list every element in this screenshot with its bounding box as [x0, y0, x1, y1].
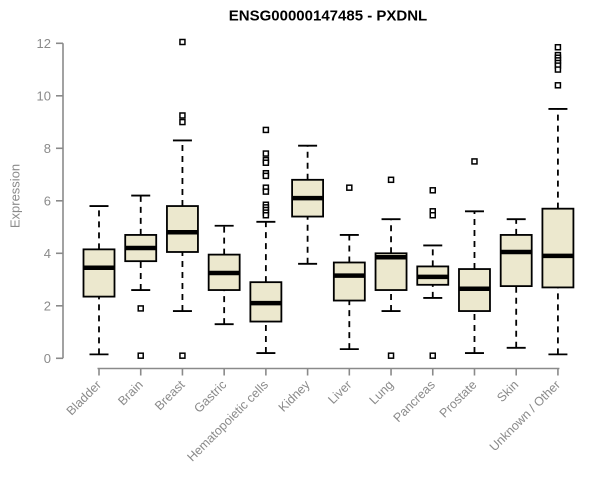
y-tick-label: 12: [37, 36, 51, 51]
x-tick-label: Kidney: [276, 377, 313, 414]
y-tick-label: 6: [44, 193, 51, 208]
outlier-point: [262, 150, 270, 157]
outlier-point: [387, 176, 395, 184]
iqr-box: [499, 234, 533, 288]
outlier-point: [429, 352, 437, 359]
outlier-point: [471, 158, 478, 165]
boxplot-brain: [124, 194, 158, 359]
boxplot-hematopoietic-cells: [249, 126, 283, 354]
boxplot-bladder: [82, 205, 116, 356]
outlier-point: [179, 38, 186, 46]
outlier-point: [262, 159, 270, 166]
boxplot-gastric: [207, 224, 241, 326]
boxplot-liver: [332, 184, 366, 351]
x-tick-label: Pancreas: [391, 378, 438, 425]
boxplot-breast: [166, 38, 199, 359]
outlier-point: [554, 82, 562, 89]
iqr-box: [541, 207, 575, 289]
iqr-box: [332, 261, 366, 302]
boxplot-prostate: [458, 158, 491, 354]
outlier-point: [262, 172, 270, 180]
outlier-point: [262, 126, 270, 134]
iqr-box: [82, 248, 116, 298]
outlier-point: [387, 352, 395, 359]
x-tick-label: Hematopoietic cells: [184, 378, 271, 465]
boxplot-skin: [499, 218, 533, 349]
outlier-point: [262, 211, 270, 219]
x-tick-label: Gastric: [191, 378, 229, 416]
x-tick-label: Brain: [115, 378, 146, 409]
boxplot-kidney: [291, 144, 325, 265]
iqr-box: [166, 205, 199, 253]
y-tick-label: 8: [44, 141, 51, 156]
outlier-point: [179, 112, 186, 119]
outlier-point: [179, 118, 186, 126]
y-tick-label: 4: [44, 246, 51, 261]
outlier-point: [137, 305, 144, 312]
outlier-point: [137, 352, 144, 359]
boxplot-pancreas: [416, 187, 450, 359]
outlier-point: [262, 188, 270, 195]
x-tick-label: Skin: [494, 378, 521, 405]
y-tick-label: 10: [37, 88, 51, 103]
y-tick-label: 0: [44, 351, 51, 366]
y-tick-label: 2: [44, 298, 51, 313]
boxplot-unknown-other: [541, 43, 575, 356]
x-tick-label: Prostate: [437, 378, 480, 421]
outlier-point: [346, 184, 353, 191]
x-tick-label: Unknown / Other: [487, 378, 563, 454]
outlier-point: [554, 43, 562, 51]
outlier-point: [429, 211, 437, 219]
outlier-point: [179, 352, 186, 359]
x-tick-label: Breast: [152, 377, 188, 413]
chart-title: ENSG00000147485 - PXDNL: [228, 7, 428, 25]
x-tick-label: Bladder: [64, 378, 104, 418]
x-tick-label: Lung: [367, 378, 397, 408]
x-tick-label: Liver: [325, 378, 354, 407]
outlier-point: [429, 187, 437, 194]
outlier-point: [554, 66, 562, 73]
boxplot-lung: [374, 176, 408, 359]
